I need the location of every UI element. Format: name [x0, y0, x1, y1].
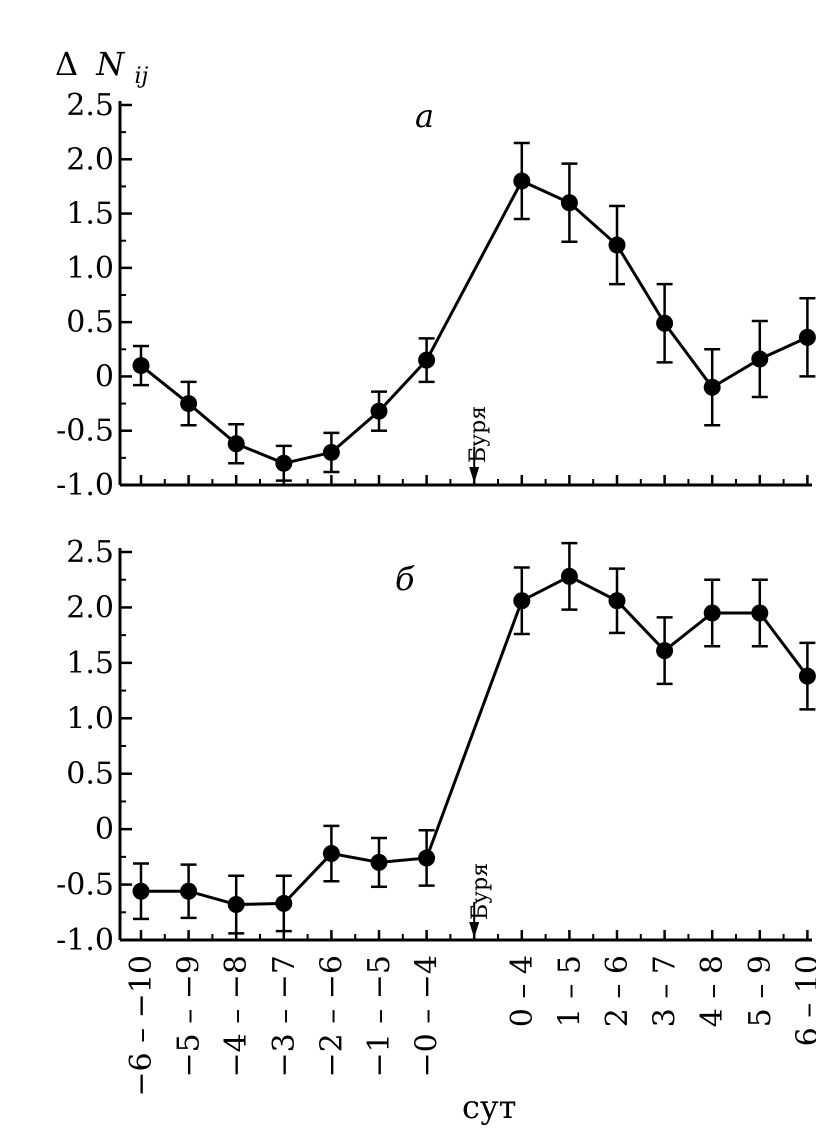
x-tick-label: 5 – 9: [743, 955, 778, 1027]
y-tick-label: 0: [95, 359, 114, 394]
data-point: [513, 172, 531, 190]
y-tick-label: 2.0: [66, 590, 114, 625]
data-point: [798, 667, 816, 685]
y-tick-label: -1.0: [56, 468, 114, 503]
y-axis-label-sub: ij: [134, 64, 148, 89]
x-tick-label: 0 – 4: [505, 955, 540, 1027]
y-axis-label: Δ N ij: [55, 45, 148, 89]
x-tick-label: 3 – 7: [648, 955, 683, 1027]
series-line: [140, 179, 809, 465]
panel-a: Δ N ij а 2.5 2.0 1.5 1.0 0.5 0 -0.5 -1.0 Буря: [55, 45, 816, 503]
data-point: [227, 896, 245, 914]
y-axis-label-var: N: [95, 45, 125, 83]
x-tick-label: −3 – −7: [267, 955, 302, 1078]
storm-arrow-head: [469, 922, 480, 938]
series-line: [141, 574, 809, 907]
x-tick-label: −6 – −10: [124, 955, 159, 1097]
y-tick-label: 1.0: [66, 701, 114, 736]
data-point: [370, 853, 388, 871]
data-point: [132, 882, 150, 900]
y-tick-label: 2.5: [66, 535, 114, 570]
x-tick-label: −1 – −5: [362, 955, 397, 1078]
y-tick-label: 1.0: [66, 251, 114, 286]
marks-a: [132, 141, 816, 482]
y-tick-label: 0.5: [66, 305, 114, 340]
data-point: [560, 567, 578, 585]
data-point: [275, 454, 293, 472]
data-point: [656, 314, 674, 332]
data-point: [608, 236, 626, 254]
data-point: [751, 350, 769, 368]
x-tick-label: 4 – 8: [695, 955, 730, 1027]
y-tick-label: -0.5: [56, 414, 114, 449]
storm-marker-a: Буря: [466, 406, 491, 483]
x-tick-label: 1 – 5: [552, 955, 587, 1027]
x-tick-labels: −6 – −10 −5 – −9 −4 – −8 −3 – −7 −2 – −6 −1 –…: [124, 955, 816, 1097]
data-point: [703, 378, 721, 396]
x-tick-label: 2 – 6: [600, 955, 635, 1027]
x-tick-label: −2 – −6: [314, 955, 349, 1078]
y-axis-label-delta: Δ: [55, 45, 78, 83]
data-point: [418, 351, 436, 369]
data-point: [560, 194, 578, 212]
data-point: [513, 592, 531, 610]
data-point: [180, 395, 198, 413]
data-point: [322, 845, 340, 863]
storm-arrow-head: [469, 467, 480, 483]
data-point: [703, 604, 721, 622]
x-axis-label: сут: [462, 1088, 516, 1126]
x-tick-label: −5 – −9: [172, 955, 207, 1078]
y-tick-label: 1.5: [66, 197, 114, 232]
data-point: [751, 604, 769, 622]
data-point: [370, 402, 388, 420]
storm-marker-b: Буря: [468, 863, 493, 938]
panel-label-a: а: [415, 97, 434, 135]
panel-b: б 2.5 2.0 1.5 1.0 0.5 0 -0.5 -1.0 Буря −6 – −10…: [56, 535, 816, 1126]
x-tick-label: −4 – −8: [219, 955, 254, 1078]
data-point: [656, 642, 674, 660]
data-point: [180, 882, 198, 900]
storm-label-b: Буря: [468, 863, 493, 920]
data-point: [418, 849, 436, 867]
y-tick-label: -1.0: [56, 923, 114, 958]
data-point: [322, 443, 340, 461]
axes-a: 2.5 2.0 1.5 1.0 0.5 0 -0.5 -1.0: [56, 88, 812, 503]
y-tick-label: 0.5: [66, 757, 114, 792]
marks-b: [132, 541, 816, 935]
data-point: [132, 357, 150, 375]
data-point: [798, 328, 816, 346]
axes-b: 2.5 2.0 1.5 1.0 0.5 0 -0.5 -1.0: [56, 535, 812, 958]
data-point: [608, 592, 626, 610]
x-tick-label: 6 – 10: [790, 955, 816, 1046]
data-point: [275, 894, 293, 912]
storm-label-a: Буря: [466, 406, 491, 463]
x-tick-label: −0 – −4: [410, 955, 445, 1078]
y-tick-label: 1.5: [66, 646, 114, 681]
y-tick-label: 0: [95, 812, 114, 847]
y-tick-label: 2.5: [66, 88, 114, 123]
panel-label-b: б: [395, 560, 415, 598]
y-tick-label: -0.5: [56, 868, 114, 903]
y-tick-label: 2.0: [66, 142, 114, 177]
data-point: [227, 435, 245, 453]
